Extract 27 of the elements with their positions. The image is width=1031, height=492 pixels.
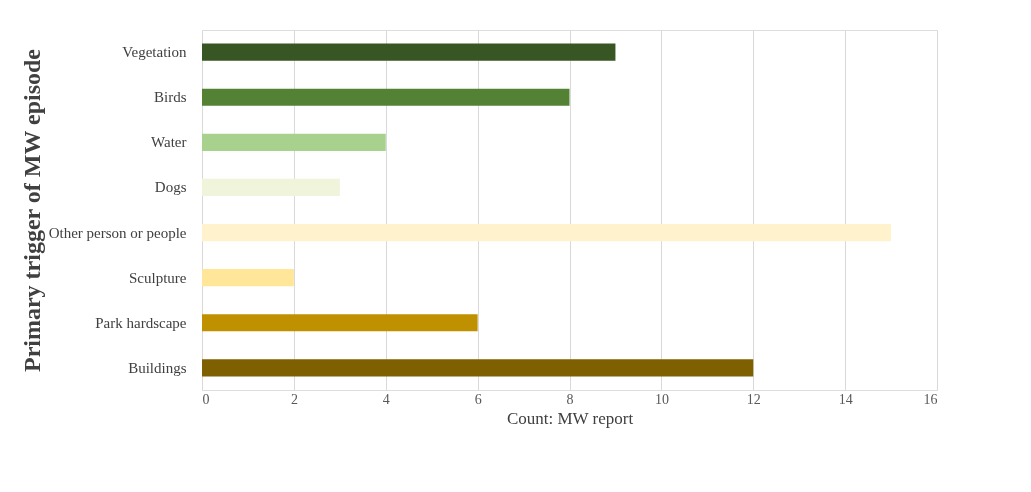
x-tick-label: 2 — [290, 391, 298, 407]
x-tick-label: 8 — [566, 391, 574, 407]
bar — [202, 178, 340, 197]
bar — [202, 314, 478, 332]
y-axis-title: Primary trigger of MW episode — [18, 48, 45, 373]
x-tick-label: 0 — [202, 391, 210, 407]
y-tick-label: Birds — [153, 89, 187, 106]
bar — [202, 359, 754, 377]
x-tick-label: 10 — [654, 391, 669, 407]
y-tick-label: Water — [151, 134, 187, 151]
x-axis-title: Count: MW report — [506, 408, 634, 428]
x-tick-label: 4 — [382, 391, 390, 407]
y-tick-label: Other person or people — [48, 224, 187, 241]
y-tick-label: Park hardscape — [95, 314, 187, 331]
bar — [202, 133, 386, 151]
y-tick-label: Dogs — [154, 179, 187, 196]
x-tick-label: 14 — [838, 391, 853, 407]
bar — [202, 88, 570, 106]
x-tick-label: 12 — [746, 391, 761, 407]
bar — [202, 43, 616, 61]
y-tick-label: Vegetation — [122, 44, 187, 61]
x-tick-label: 16 — [923, 391, 938, 407]
x-tick-label: 6 — [474, 391, 482, 407]
y-tick-label: Sculpture — [129, 269, 187, 286]
bar — [202, 269, 294, 287]
bar — [202, 223, 892, 242]
y-tick-label: Buildings — [128, 359, 187, 376]
